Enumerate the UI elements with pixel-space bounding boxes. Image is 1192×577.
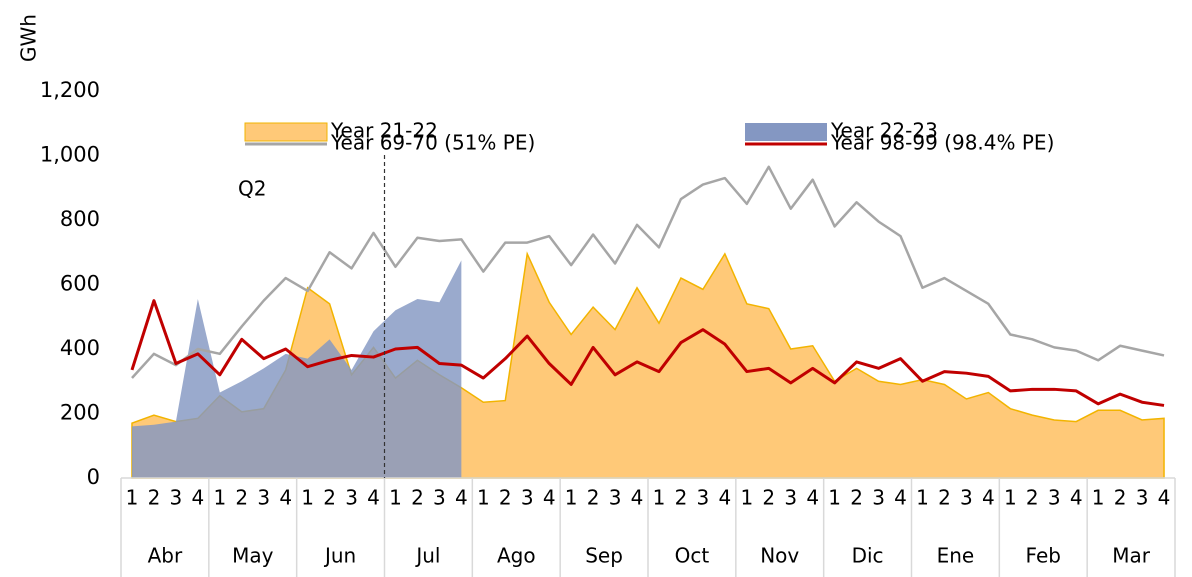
x-tick-label: 1	[1092, 486, 1105, 510]
area	[131, 260, 462, 478]
annotation: Q2	[238, 177, 266, 201]
x-tick-label: 3	[609, 486, 622, 510]
x-tick-label: 3	[960, 486, 973, 510]
legend-swatch	[745, 123, 827, 141]
x-tick-label: 2	[1026, 486, 1039, 510]
x-tick-label: 3	[345, 486, 358, 510]
x-tick-label: 4	[718, 486, 731, 510]
y-tick-label: 1,000	[40, 143, 100, 167]
x-tick-label: 1	[1004, 486, 1017, 510]
month-label: Jul	[414, 544, 440, 568]
x-tick-label: 3	[170, 486, 183, 510]
x-tick-label: 1	[477, 486, 490, 510]
legend-swatch	[244, 122, 328, 142]
x-tick-label: 1	[213, 486, 226, 510]
x-tick-label: 1	[653, 486, 666, 510]
line	[130, 299, 1165, 407]
x-tick-label: 3	[697, 486, 710, 510]
x-tick-label: 1	[565, 486, 578, 510]
y-tick-label: 1,200	[40, 78, 100, 102]
x-tick-label: 1	[740, 486, 753, 510]
x-tick-label: 3	[521, 486, 534, 510]
month-label: Oct	[675, 544, 710, 568]
x-tick-label: 4	[191, 486, 204, 510]
x-tick-label: 4	[367, 486, 380, 510]
month-label: Dic	[852, 544, 884, 568]
line	[131, 165, 1165, 379]
legend-label: Year 69-70 (51% PE)	[330, 131, 535, 155]
x-tick-label: 3	[784, 486, 797, 510]
x-tick-label: 2	[938, 486, 951, 510]
x-tick-label: 2	[323, 486, 336, 510]
x-tick-label: 2	[411, 486, 424, 510]
month-label: Abr	[148, 544, 183, 568]
y-tick-label: 800	[60, 207, 100, 231]
month-label: Mar	[1112, 544, 1151, 568]
x-tick-label: 4	[1158, 486, 1171, 510]
x-tick-label: 4	[455, 486, 468, 510]
x-tick-label: 3	[1048, 486, 1061, 510]
legend-label: Year 21-22	[330, 119, 438, 143]
x-tick-label: 2	[1114, 486, 1127, 510]
x-tick-label: 3	[433, 486, 446, 510]
month-label: Ago	[497, 544, 536, 568]
x-tick-label: 4	[543, 486, 556, 510]
legend-label: Year 98-99 (98.4% PE)	[830, 131, 1054, 155]
x-tick-label: 3	[257, 486, 270, 510]
month-label: Ene	[937, 544, 975, 568]
x-tick-label: 2	[675, 486, 688, 510]
x-tick-label: 4	[894, 486, 907, 510]
x-tick-label: 4	[631, 486, 644, 510]
y-tick-label: 0	[87, 465, 100, 489]
y-tick-label: 600	[60, 272, 100, 296]
legend-label: Year 22-23	[830, 119, 938, 143]
x-tick-label: 4	[982, 486, 995, 510]
x-tick-label: 4	[806, 486, 819, 510]
month-label: Nov	[760, 544, 799, 568]
x-tick-label: 1	[916, 486, 929, 510]
month-label: Sep	[585, 544, 623, 568]
month-label: Feb	[1026, 544, 1061, 568]
y-tick-label: 400	[60, 336, 100, 360]
x-tick-label: 4	[1070, 486, 1083, 510]
x-tick-label: 1	[126, 486, 139, 510]
x-tick-label: 2	[235, 486, 248, 510]
month-label: Jun	[323, 544, 356, 568]
x-tick-label: 2	[499, 486, 512, 510]
x-tick-label: 2	[762, 486, 775, 510]
x-tick-label: 2	[587, 486, 600, 510]
x-tick-label: 1	[828, 486, 841, 510]
y-axis-label: GWh	[17, 14, 41, 62]
month-label: May	[232, 544, 274, 568]
x-tick-label: 1	[389, 486, 402, 510]
x-tick-label: 2	[148, 486, 161, 510]
x-tick-label: 3	[1136, 486, 1149, 510]
x-tick-label: 3	[872, 486, 885, 510]
y-tick-label: 200	[60, 401, 100, 425]
x-tick-label: 4	[279, 486, 292, 510]
x-tick-label: 2	[850, 486, 863, 510]
x-tick-label: 1	[301, 486, 314, 510]
